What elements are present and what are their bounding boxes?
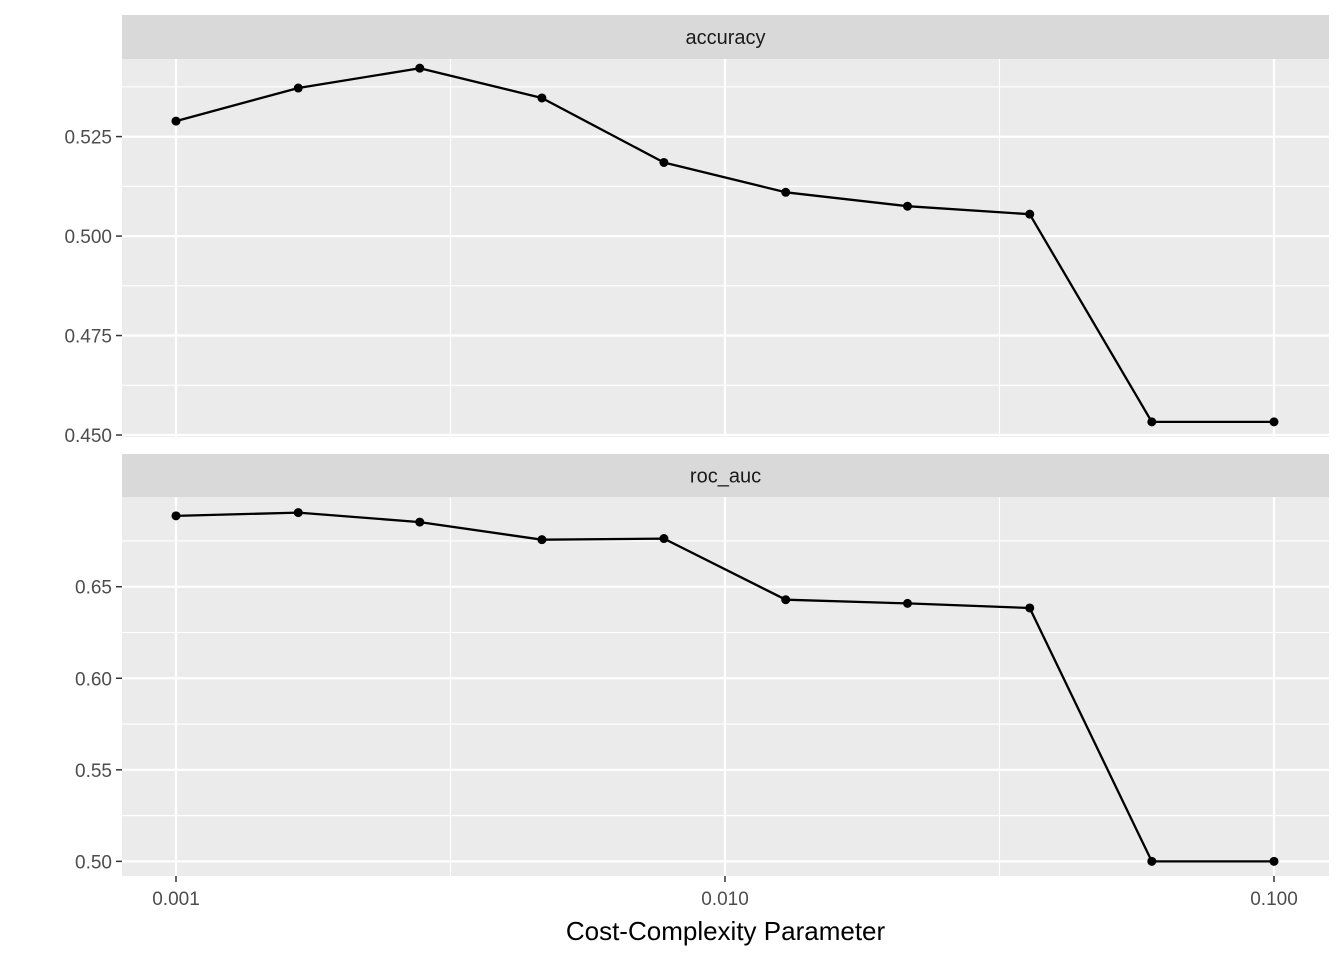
series-line-roc-auc bbox=[175, 511, 1274, 863]
data-point-accuracy bbox=[903, 201, 913, 211]
y-tick-label-roc-auc: 0.65 bbox=[75, 578, 112, 599]
data-point-accuracy bbox=[1147, 417, 1157, 427]
series-line-accuracy bbox=[175, 67, 1274, 424]
data-point-accuracy bbox=[1269, 417, 1279, 427]
facet-strip-accuracy bbox=[122, 15, 1329, 59]
y-tick-label-roc-auc: 0.50 bbox=[75, 852, 112, 873]
data-point-accuracy bbox=[171, 116, 181, 126]
data-point-roc-auc bbox=[781, 595, 791, 605]
data-point-accuracy bbox=[781, 187, 791, 197]
data-point-accuracy bbox=[293, 83, 303, 93]
data-point-roc-auc bbox=[659, 534, 669, 544]
facet-strip-label-accuracy: accuracy bbox=[685, 27, 765, 49]
data-point-roc-auc bbox=[1025, 603, 1035, 613]
y-tick-label-accuracy: 0.500 bbox=[64, 227, 112, 248]
facet-strip-label-roc-auc: roc_auc bbox=[690, 466, 761, 488]
data-point-roc-auc bbox=[1269, 856, 1279, 866]
y-tick-label-accuracy: 0.475 bbox=[64, 327, 112, 348]
data-point-roc-auc bbox=[415, 517, 425, 527]
x-axis-title: Cost-Complexity Parameter bbox=[566, 916, 886, 946]
y-tick-label-roc-auc: 0.55 bbox=[75, 761, 112, 782]
data-point-roc-auc bbox=[903, 598, 913, 608]
data-point-roc-auc bbox=[1147, 856, 1157, 866]
data-point-accuracy bbox=[659, 157, 669, 167]
x-tick-label: 0.010 bbox=[701, 889, 749, 910]
y-tick-label-accuracy: 0.450 bbox=[64, 426, 112, 447]
data-point-roc-auc bbox=[293, 508, 303, 518]
x-tick-label: 0.100 bbox=[1250, 889, 1298, 910]
y-tick-label-accuracy: 0.525 bbox=[64, 128, 112, 149]
facet-strip-roc-auc bbox=[122, 454, 1329, 497]
x-tick-label: 0.001 bbox=[152, 889, 200, 910]
data-point-roc-auc bbox=[171, 511, 181, 521]
y-tick-label-roc-auc: 0.60 bbox=[75, 669, 112, 690]
data-point-accuracy bbox=[415, 63, 425, 73]
data-point-accuracy bbox=[537, 93, 547, 103]
data-point-roc-auc bbox=[537, 535, 547, 545]
data-point-accuracy bbox=[1025, 209, 1035, 219]
